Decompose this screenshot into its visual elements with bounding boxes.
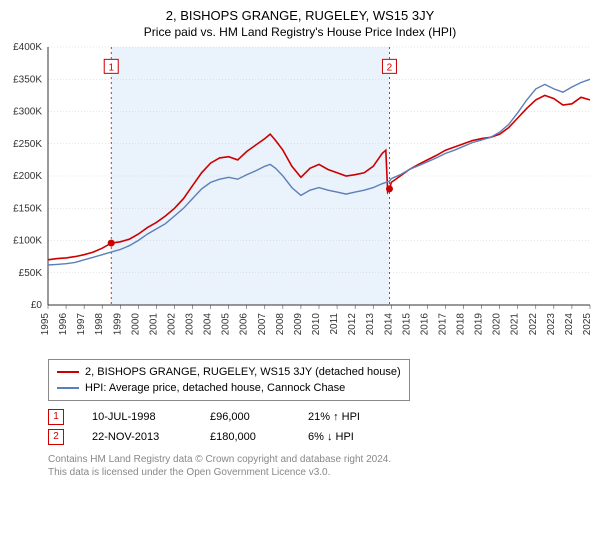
x-tick-label: 2020 (492, 313, 503, 336)
x-tick-label: 1997 (76, 313, 87, 336)
x-tick-label: 2002 (166, 313, 177, 336)
x-tick-label: 2011 (329, 313, 340, 335)
x-tick-label: 1996 (58, 313, 69, 336)
legend-swatch (57, 387, 79, 389)
sale-row: 1 10-JUL-1998 £96,000 21% ↑ HPI (48, 407, 600, 427)
x-tick-label: 2008 (275, 313, 286, 336)
line-chart: £0£50K£100K£150K£200K£250K£300K£350K£400… (48, 43, 590, 353)
chart-subtitle: Price paid vs. HM Land Registry's House … (0, 23, 600, 43)
sale-row: 2 22-NOV-2013 £180,000 6% ↓ HPI (48, 427, 600, 447)
y-tick-label: £350K (13, 74, 42, 85)
x-tick-label: 2024 (564, 313, 575, 336)
sale-marker-ref: 2 (48, 429, 64, 445)
x-tick-label: 2006 (239, 313, 250, 336)
x-tick-label: 2012 (347, 313, 358, 336)
y-tick-label: £50K (19, 268, 43, 279)
y-tick-label: £300K (13, 107, 42, 118)
sale-delta: 21% ↑ HPI (308, 407, 360, 427)
x-tick-label: 2023 (546, 313, 557, 336)
legend: 2, BISHOPS GRANGE, RUGELEY, WS15 3JY (de… (48, 359, 410, 401)
sale-delta: 6% ↓ HPI (308, 427, 354, 447)
x-tick-label: 2022 (528, 313, 539, 336)
x-tick-label: 2019 (474, 313, 485, 336)
sales-table: 1 10-JUL-1998 £96,000 21% ↑ HPI 2 22-NOV-2013… (48, 407, 600, 447)
y-tick-label: £400K (13, 42, 42, 53)
x-tick-label: 2016 (419, 313, 430, 336)
y-tick-label: £0 (31, 300, 43, 311)
sale-marker-number: 2 (387, 62, 393, 73)
legend-label: HPI: Average price, detached house, Cann… (85, 380, 345, 396)
legend-label: 2, BISHOPS GRANGE, RUGELEY, WS15 3JY (de… (85, 364, 401, 380)
x-tick-label: 1998 (94, 313, 105, 336)
x-tick-label: 2000 (130, 313, 141, 336)
y-tick-label: £100K (13, 236, 42, 247)
sale-date: 10-JUL-1998 (92, 407, 182, 427)
x-tick-label: 2007 (257, 313, 268, 336)
x-tick-label: 2018 (456, 313, 467, 336)
x-tick-label: 2017 (437, 313, 448, 336)
sale-price: £180,000 (210, 427, 280, 447)
x-tick-label: 2001 (148, 313, 159, 336)
legend-item: 2, BISHOPS GRANGE, RUGELEY, WS15 3JY (de… (57, 364, 401, 380)
y-tick-label: £150K (13, 203, 42, 214)
legend-item: HPI: Average price, detached house, Cann… (57, 380, 401, 396)
chart-title: 2, BISHOPS GRANGE, RUGELEY, WS15 3JY (0, 0, 600, 23)
sale-marker-number: 1 (108, 62, 114, 73)
footnote-line: This data is licensed under the Open Gov… (48, 466, 600, 479)
x-tick-label: 2004 (203, 313, 214, 336)
legend-swatch (57, 371, 79, 373)
x-tick-label: 1995 (40, 313, 51, 336)
sale-marker-ref: 1 (48, 409, 64, 425)
x-tick-label: 2015 (401, 313, 412, 336)
footnote: Contains HM Land Registry data © Crown c… (48, 453, 600, 479)
chart-container: 2, BISHOPS GRANGE, RUGELEY, WS15 3JY Pri… (0, 0, 600, 560)
y-tick-label: £250K (13, 139, 42, 150)
sale-price: £96,000 (210, 407, 280, 427)
x-tick-label: 2005 (221, 313, 232, 336)
x-tick-label: 2021 (510, 313, 521, 336)
sale-date: 22-NOV-2013 (92, 427, 182, 447)
footnote-line: Contains HM Land Registry data © Crown c… (48, 453, 600, 466)
chart-area: £0£50K£100K£150K£200K£250K£300K£350K£400… (48, 43, 590, 353)
x-tick-label: 2013 (365, 313, 376, 336)
x-tick-label: 1999 (112, 313, 123, 336)
x-tick-label: 2003 (185, 313, 196, 336)
y-tick-label: £200K (13, 171, 42, 182)
x-tick-label: 2014 (383, 313, 394, 336)
x-tick-label: 2009 (293, 313, 304, 336)
x-tick-label: 2025 (582, 313, 593, 336)
x-tick-label: 2010 (311, 313, 322, 336)
